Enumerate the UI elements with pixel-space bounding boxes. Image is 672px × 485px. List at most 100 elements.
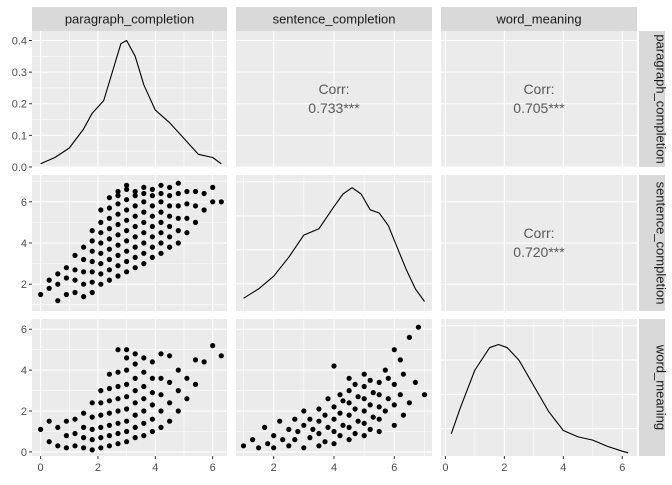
scatter-point (218, 199, 224, 205)
scatter-point (124, 418, 130, 424)
scatter-point (72, 443, 78, 449)
panel-r0-c0 (32, 31, 227, 168)
scatter-point (149, 375, 155, 381)
scatter-point (149, 223, 155, 230)
scatter-point (175, 180, 181, 186)
density-line (450, 343, 629, 454)
scatter-point (89, 258, 95, 265)
scatter-point (81, 410, 87, 416)
scatter-point (361, 371, 367, 377)
row-strip (639, 175, 665, 311)
scatter-point (167, 234, 173, 240)
scatter-point (346, 412, 352, 418)
column-strip (32, 7, 227, 31)
scatter-point (115, 263, 121, 269)
panel-background (441, 319, 637, 456)
scatter-point (72, 289, 78, 296)
y-axis-tick-label: 0.4 (12, 35, 27, 47)
scatter-point (132, 203, 138, 209)
scatter-point (132, 435, 138, 441)
scatter-point (149, 390, 155, 396)
scatter-point (124, 182, 130, 188)
row-strip (639, 319, 665, 456)
x-axis-tick-label: 0 (38, 462, 44, 474)
scatter-point (316, 443, 322, 449)
column-strip (441, 7, 637, 31)
scatter-point (115, 273, 121, 279)
scatter-point (72, 267, 78, 273)
scatter-point (370, 414, 376, 420)
scatter-point (81, 294, 87, 300)
scatter-point (98, 219, 104, 225)
scatter-point (124, 394, 130, 400)
scatter-point (132, 388, 138, 394)
scatter-point (46, 285, 52, 291)
scatter-point (210, 343, 216, 349)
scatter-point (149, 234, 155, 240)
panel-r1-c0 (32, 175, 227, 311)
scatter-point (132, 254, 138, 260)
scatter-point (132, 188, 138, 195)
scatter-point (149, 428, 155, 435)
scatter-point (106, 195, 112, 201)
scatter-point (149, 186, 155, 192)
scatter-point (72, 416, 78, 422)
scatter-point (132, 412, 138, 418)
scatter-point (81, 244, 87, 250)
y-axis-tick-label: 6 (21, 324, 27, 336)
scatter-point (89, 228, 95, 234)
y-axis-tick-label: 6 (21, 197, 27, 209)
scatter-point (106, 385, 112, 392)
scatter-point (325, 424, 331, 430)
scatter-point (132, 193, 138, 199)
scatter-point (175, 228, 181, 234)
scatter-point (124, 381, 130, 387)
panel-background (441, 31, 637, 167)
scatter-point (132, 223, 138, 230)
scatter-point (184, 201, 190, 207)
scatter-point (98, 250, 104, 256)
scatter-point (98, 207, 104, 213)
scatter-point (115, 193, 121, 199)
scatter-point (376, 392, 382, 398)
scatter-point (124, 248, 130, 254)
scatter-point (307, 416, 313, 422)
scatter-point (352, 381, 358, 387)
scatter-point (192, 357, 199, 363)
correlation-value: 0.733*** (308, 100, 360, 116)
scatter-point (167, 418, 173, 424)
scatter-point (192, 381, 199, 387)
scatter-point (141, 184, 147, 190)
scatter-point (115, 201, 121, 207)
scatter-point (421, 392, 428, 398)
scatter-point (106, 267, 112, 273)
scatter-point (63, 265, 69, 271)
scatter-point (132, 244, 138, 250)
scatter-point (132, 400, 138, 406)
scatter-point (391, 381, 397, 387)
scatter-point (397, 392, 403, 398)
scatter-point (98, 388, 104, 394)
scatter-point (141, 383, 147, 390)
scatter-point (391, 402, 397, 408)
correlation-label: Corr: (523, 81, 554, 97)
scatter-point (265, 441, 271, 447)
y-axis-tick-label: 2 (21, 279, 27, 291)
scatter-point (175, 215, 181, 221)
scatter-point (124, 269, 130, 275)
scatter-point (307, 435, 313, 441)
scatter-point (89, 400, 95, 406)
scatter-point (337, 410, 343, 416)
scatter-point (141, 420, 147, 426)
scatter-point (124, 197, 130, 203)
scatter-point (376, 428, 382, 435)
scatter-point (115, 347, 121, 353)
scatter-point (63, 418, 69, 424)
scatter-point (175, 240, 181, 246)
scatter-point (355, 418, 361, 424)
scatter-point (106, 215, 112, 221)
scatter-point (89, 269, 95, 275)
x-axis-tick-label: 2 (95, 462, 101, 474)
panel-r2-c0 (32, 319, 227, 456)
